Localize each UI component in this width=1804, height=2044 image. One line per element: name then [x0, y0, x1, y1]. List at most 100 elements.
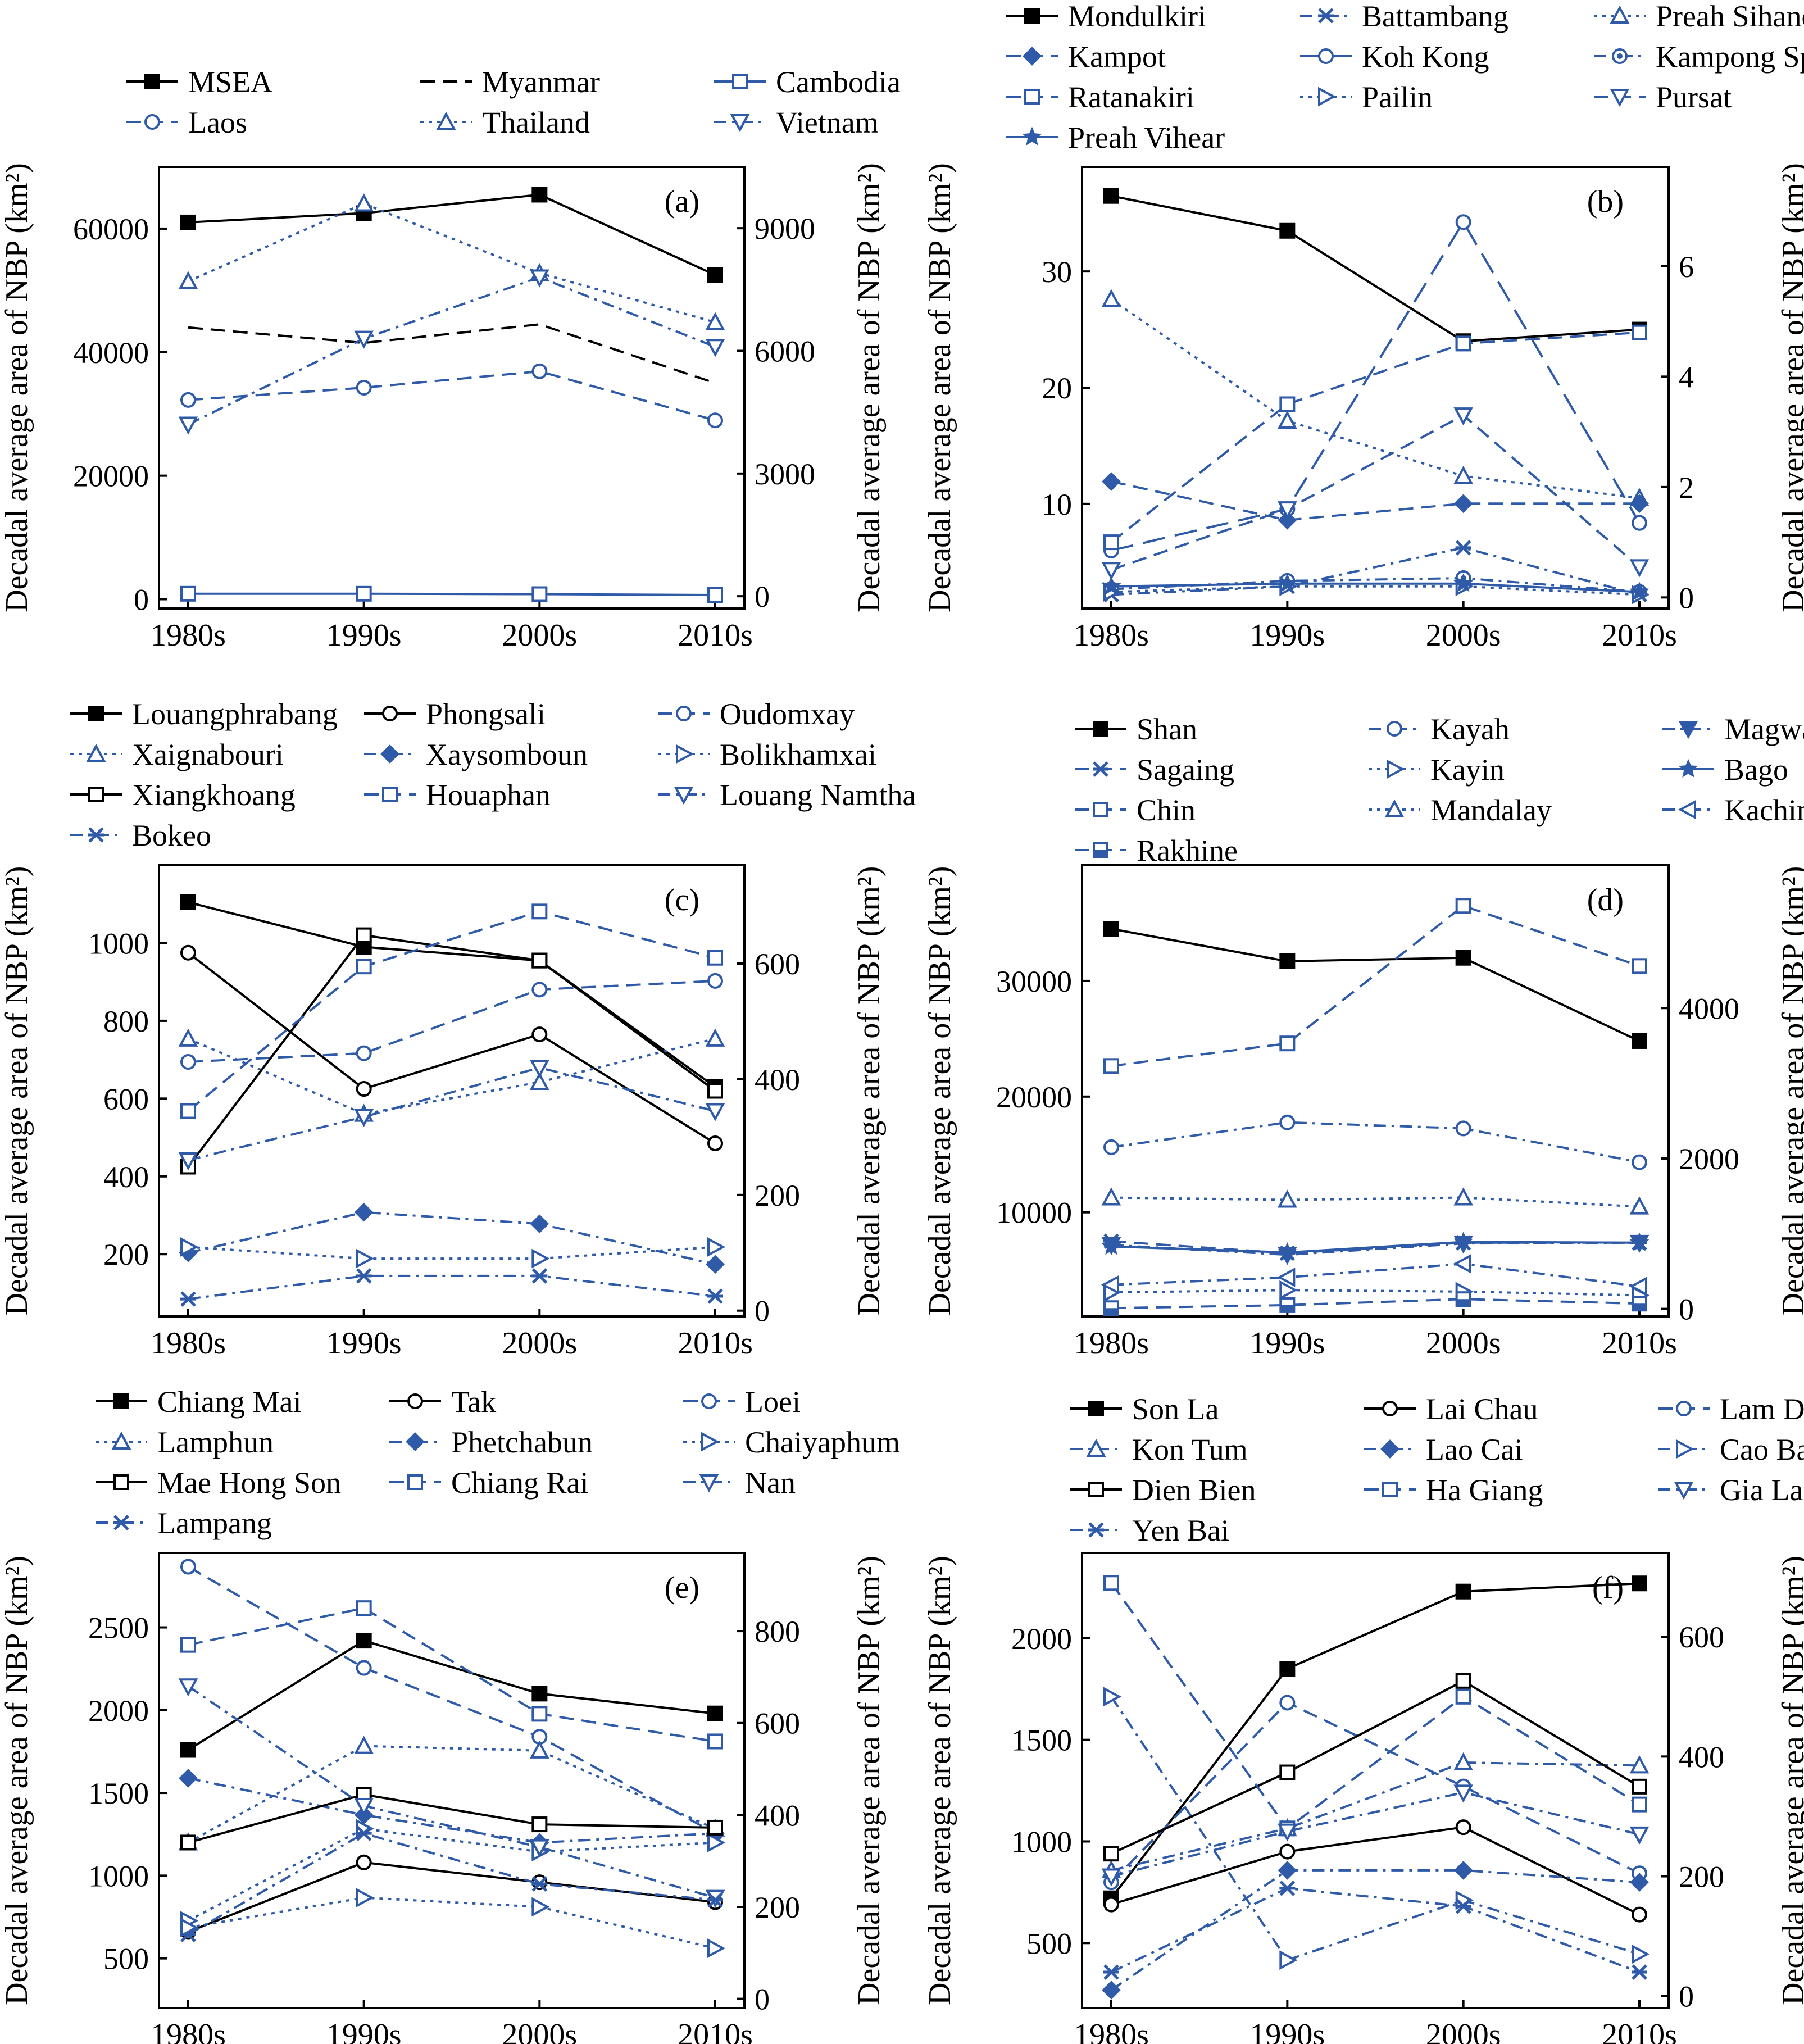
data-point: [1101, 1868, 1121, 1887]
legend-label: Koh Kong: [1362, 40, 1489, 74]
legend-item-kampot: Kampot: [1006, 40, 1166, 74]
data-point: [1453, 407, 1474, 426]
legend-item-cambodia: Cambodia: [714, 65, 901, 99]
y-right-tick-label: 0: [755, 1294, 770, 1328]
data-point: [1455, 1819, 1471, 1836]
legend-label: Mondulkiri: [1068, 0, 1206, 33]
data-point: [1279, 1661, 1296, 1677]
legend-label: Phetchabun: [451, 1425, 593, 1459]
legend-label: Pursat: [1656, 80, 1732, 114]
series-laos: [180, 363, 723, 429]
legend-item-bago: Bago: [1662, 753, 1788, 787]
series-unlabeled: [180, 1888, 726, 1958]
y-left-tick-label: 20000: [996, 1080, 1072, 1114]
series-lai-chau: [1103, 1819, 1647, 1923]
legend-marker: [732, 74, 748, 89]
series-chiang-rai: [180, 1600, 723, 1750]
legend-marker: [144, 74, 160, 89]
data-point: [1629, 1826, 1649, 1845]
data-point: [1629, 582, 1649, 601]
series-cao-bang: [1103, 1687, 1650, 1970]
data-point: [1101, 1275, 1119, 1295]
series-line: [187, 910, 716, 1112]
legend-item-bokeo: Bokeo: [70, 819, 211, 852]
series-line: [1111, 905, 1640, 1068]
series-bokeo: [180, 1268, 723, 1307]
legend-marker: [1024, 8, 1040, 24]
series-line: [1111, 585, 1640, 596]
y-left-axis-title: Decadal average area of NBP (km²): [0, 866, 34, 1316]
legend-item-xaignabouri: Xaignabouri: [70, 738, 284, 771]
x-tick-label: 1990s: [326, 618, 402, 653]
legend-item-mae-hong-son: Mae Hong Son: [96, 1466, 341, 1500]
legend-marker: [699, 1474, 719, 1493]
data-point: [705, 312, 725, 330]
legend-marker: [1088, 1482, 1104, 1497]
panel-label: (c): [665, 883, 699, 917]
data-point: [1455, 1673, 1471, 1689]
series-line: [188, 1861, 716, 1933]
data-point: [529, 269, 549, 288]
legend-label: Kayah: [1430, 712, 1510, 746]
legend-marker: [1093, 721, 1108, 737]
legend-marker: [1676, 1439, 1694, 1459]
legend-marker: [701, 1432, 720, 1452]
y-right-axis-title: Decadal average area of NBP (km²): [852, 1556, 887, 2005]
legend-item-ratanakiri: Ratanakiri: [1006, 80, 1194, 114]
data-point: [1103, 1139, 1119, 1155]
legend-marker: [1023, 47, 1042, 66]
series-line: [188, 1274, 716, 1301]
data-point: [1632, 324, 1647, 340]
series-chiang-mai: [180, 1633, 723, 1758]
series-line: [1111, 1887, 1640, 1973]
legend-label: Vietnam: [776, 106, 879, 139]
x-tick-label: 2010s: [1602, 1326, 1677, 1361]
data-point: [531, 187, 548, 203]
series-line: [1111, 1791, 1640, 1878]
legend-marker: [113, 1515, 129, 1530]
data-point: [1455, 1898, 1471, 1914]
series-loei: [180, 1559, 723, 1842]
series-line: [1111, 1761, 1640, 1872]
data-point: [531, 586, 548, 602]
data-point: [1632, 1906, 1647, 1923]
data-point: [531, 1686, 548, 1702]
data-point: [356, 1600, 372, 1616]
data-point: [707, 267, 723, 283]
legend-label: Lai Chau: [1426, 1392, 1538, 1426]
data-point: [180, 1559, 196, 1575]
series-koh-kong: [1103, 214, 1647, 558]
legend-item-xaysomboun: Xaysomboun: [364, 738, 588, 771]
data-point: [1455, 898, 1471, 914]
legend-item-yen-bai: Yen Bai: [1070, 1514, 1229, 1547]
y-right-tick-label: 0: [755, 580, 770, 614]
data-point: [180, 894, 196, 910]
x-tick-label: 1980s: [151, 618, 226, 653]
data-point: [705, 1103, 725, 1121]
legend: MSEA Myanmar Cambodia Laos Thailand Vietnam: [126, 65, 901, 139]
y-right-tick-label: 6000: [755, 335, 815, 369]
legend-marker: [88, 787, 104, 802]
series-shan: [1103, 921, 1647, 1049]
legend-marker: [674, 787, 694, 805]
data-point: [1632, 1575, 1647, 1592]
data-point: [705, 1028, 725, 1047]
y-right-tick-label: 400: [755, 1063, 800, 1097]
legend-item-chiang-rai: Chiang Rai: [389, 1466, 588, 1500]
legend-label: Chiang Mai: [157, 1385, 301, 1419]
data-point: [1279, 1881, 1296, 1896]
legend-item-xiangkhoang: Xiangkhoang: [70, 778, 296, 812]
y-left-tick-label: 1000: [1011, 1825, 1072, 1859]
legend-marker: [1093, 842, 1108, 858]
data-point: [1277, 501, 1297, 520]
y-right-tick-label: 2: [1679, 471, 1694, 505]
y-right-tick-label: 4: [1679, 360, 1694, 394]
x-tick-label: 1980s: [1074, 618, 1149, 653]
legend-label: Sagaing: [1137, 753, 1234, 787]
series-line: [1111, 546, 1640, 596]
data-point: [1101, 562, 1121, 580]
legend-item-kampong-speu: Kampong Speu: [1594, 40, 1804, 74]
legend-marker: [111, 1431, 131, 1450]
y-right-tick-label: 200: [755, 1891, 800, 1924]
y-left-tick-label: 400: [103, 1160, 149, 1194]
